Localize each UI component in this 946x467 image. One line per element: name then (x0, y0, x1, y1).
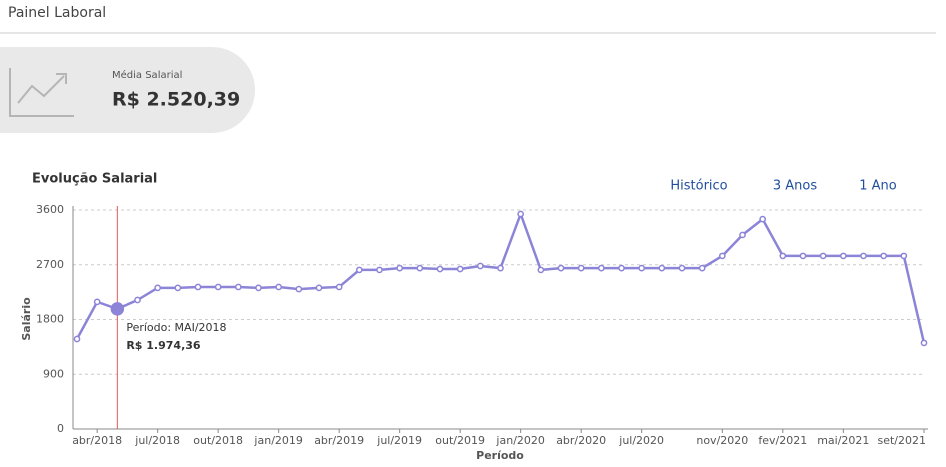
point (557, 264, 565, 272)
point (396, 264, 404, 272)
point (920, 339, 928, 347)
card-value: R$ 2.520,39 (112, 89, 240, 111)
point (597, 264, 605, 272)
point (376, 266, 383, 274)
card-label: Média Salarial (112, 69, 182, 81)
x-tick-label: mai/2021 (817, 434, 869, 447)
tooltip-period: Período: MAI/2018 (126, 321, 226, 334)
y-tick-label: 900 (43, 367, 64, 380)
point (134, 296, 141, 304)
summary-card (0, 47, 255, 133)
point (154, 284, 162, 292)
x-tick-label: jul/2019 (376, 434, 422, 447)
y-axis-label: Salário (20, 297, 33, 341)
point (194, 283, 202, 291)
x-tick-label: jan/2019 (253, 434, 302, 447)
point (255, 284, 262, 292)
x-tick-label: out/2018 (193, 434, 243, 447)
tooltip-value: R$ 1.974,36 (126, 339, 201, 352)
point (658, 264, 666, 272)
point (860, 252, 867, 260)
point (355, 266, 363, 274)
point (718, 252, 726, 260)
y-tick-label: 1800 (36, 313, 64, 326)
point (234, 283, 242, 291)
point (537, 266, 545, 274)
point (93, 298, 101, 306)
point (73, 335, 81, 343)
point (638, 264, 646, 272)
point (497, 264, 504, 272)
point (577, 264, 585, 272)
point (275, 283, 283, 291)
range-button[interactable]: Histórico (670, 179, 727, 194)
point (839, 252, 847, 260)
x-tick-label: fev/2021 (758, 434, 807, 447)
point (476, 262, 484, 270)
x-tick-label: jul/2020 (618, 434, 664, 447)
y-tick-label: 2700 (36, 258, 64, 271)
point (214, 283, 222, 291)
point (698, 264, 706, 272)
point (779, 252, 787, 260)
point (759, 215, 767, 223)
x-axis-label: Período (476, 449, 524, 462)
point (174, 284, 182, 292)
point (517, 210, 525, 218)
range-button[interactable]: 1 Ano (859, 179, 897, 194)
y-tick-label: 0 (57, 422, 64, 435)
point (315, 284, 323, 292)
x-tick-label: jul/2018 (134, 434, 180, 447)
y-tick-label: 3600 (36, 203, 64, 216)
x-tick-label: jan/2020 (495, 434, 544, 447)
point (456, 265, 464, 273)
page-title: Painel Laboral (8, 5, 106, 21)
point (739, 231, 746, 239)
point (880, 252, 888, 260)
point (678, 264, 686, 272)
x-tick-label: out/2019 (435, 434, 485, 447)
chart-title: Evolução Salarial (32, 172, 157, 187)
x-tick-label: abr/2020 (556, 434, 606, 447)
point (110, 302, 125, 316)
point (295, 285, 303, 293)
x-tick-label: set/2021 (877, 434, 926, 447)
x-tick-label: abr/2019 (314, 434, 364, 447)
point (416, 264, 424, 272)
point (900, 252, 908, 260)
point (819, 252, 827, 260)
point (618, 264, 625, 272)
range-button[interactable]: 3 Anos (773, 179, 817, 194)
point (335, 283, 343, 291)
x-tick-label: abr/2018 (72, 434, 122, 447)
point (436, 265, 444, 273)
x-tick-label: nov/2020 (696, 434, 748, 447)
trend-icon (9, 68, 74, 117)
point (799, 252, 807, 260)
